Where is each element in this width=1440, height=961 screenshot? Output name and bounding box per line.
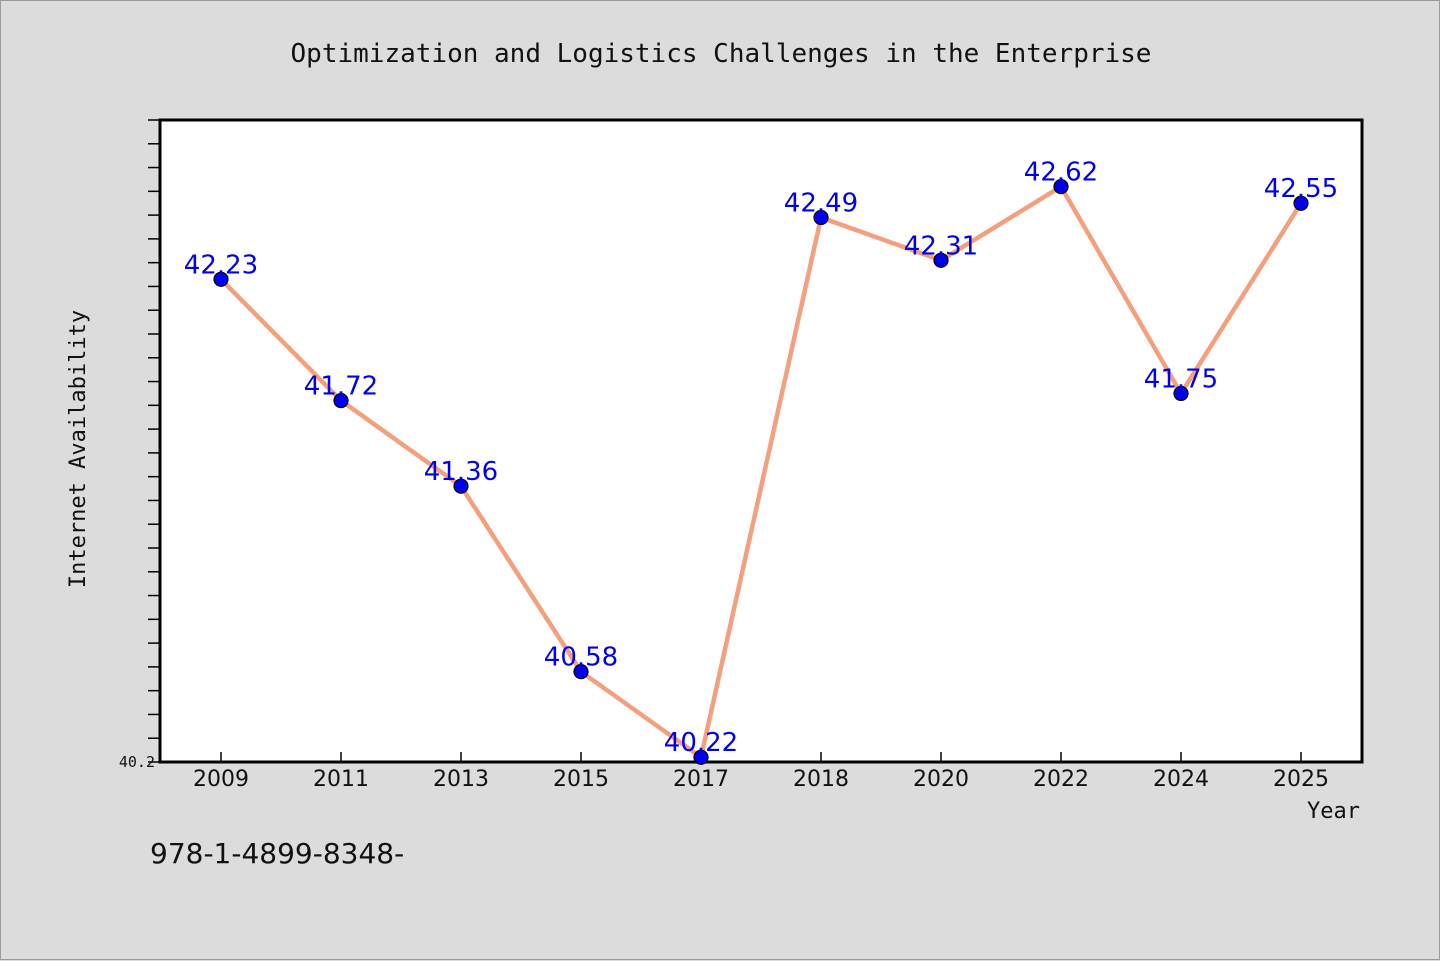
x-axis-ticks: 2009 2011 2013 2015 2017 2018 2020 2022 2024 2025 [193, 752, 1329, 792]
data-labels: 42.23 41.72 41.36 40.58 40.22 42.49 42.31 42.62… [184, 158, 1338, 759]
data-point [813, 209, 829, 226]
data-label: 41.75 [1144, 364, 1218, 394]
data-label: 42.23 [184, 250, 258, 280]
x-tick-label: 2015 [553, 767, 609, 792]
x-tick-label: 2024 [1153, 767, 1209, 792]
caption-text: 978-1-4899-8348- [150, 837, 404, 870]
y-axis-ticks: 40.2 [119, 119, 160, 771]
series-line [218, 184, 1304, 760]
x-tick-label: 2025 [1273, 767, 1329, 792]
data-point [573, 664, 589, 680]
x-tick-label: 2022 [1033, 767, 1089, 792]
data-point [1053, 178, 1069, 195]
data-label: 42.55 [1264, 174, 1338, 204]
x-tick-label: 2013 [433, 767, 489, 792]
data-point [453, 478, 469, 494]
y-tick-label: 40.2 [119, 753, 155, 771]
data-markers [213, 178, 1309, 765]
data-label: 40.22 [664, 728, 738, 758]
x-tick-label: 2017 [673, 767, 729, 792]
x-axis-label: Year [1307, 799, 1360, 824]
x-tick-label: 2018 [793, 767, 849, 792]
y-axis-label: Internet Availability [66, 310, 91, 588]
data-label: 42.49 [784, 188, 858, 218]
x-tick-label: 2011 [313, 767, 369, 792]
data-point [933, 252, 949, 268]
data-point [1173, 385, 1189, 402]
data-label: 40.58 [544, 643, 618, 673]
data-label: 42.31 [904, 231, 978, 261]
data-point [1293, 195, 1309, 211]
data-label: 42.62 [1024, 158, 1098, 188]
plot-area [158, 118, 1364, 764]
data-point [213, 271, 229, 287]
data-point [333, 392, 349, 409]
chart-title: Optimization and Logistics Challenges in… [291, 39, 1152, 69]
data-label: 41.72 [304, 372, 378, 402]
series-line-group [218, 184, 1304, 760]
data-label: 41.36 [424, 457, 498, 487]
data-point [693, 749, 709, 765]
x-tick-label: 2009 [193, 767, 249, 792]
x-tick-label: 2020 [913, 767, 969, 792]
